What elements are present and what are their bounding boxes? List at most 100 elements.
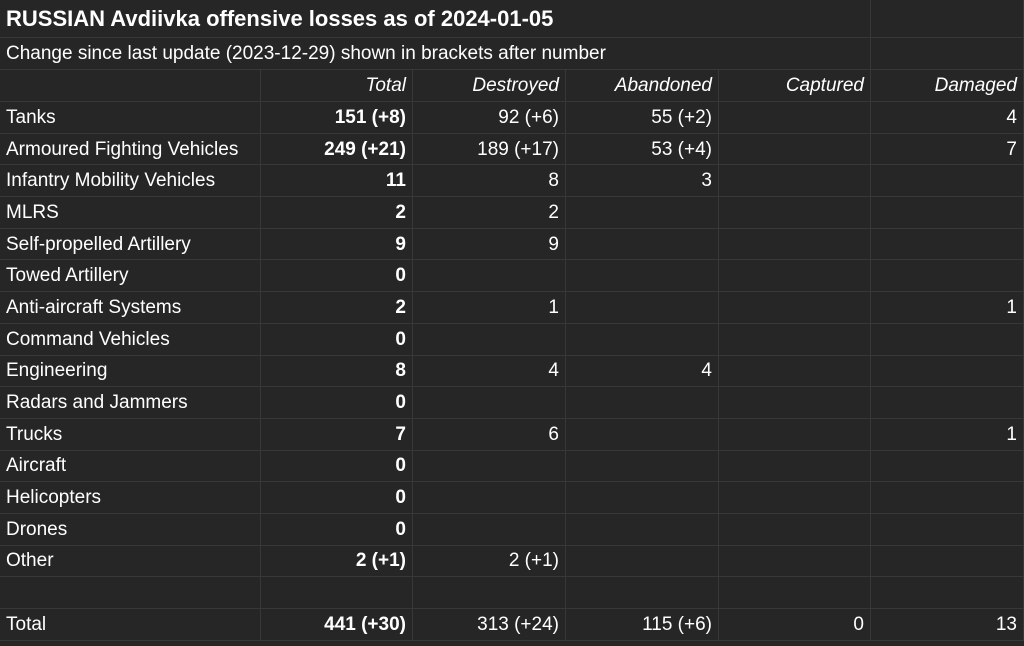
damaged-cell[interactable]	[871, 482, 1024, 514]
abandoned-cell[interactable]	[566, 197, 719, 229]
destroyed-cell[interactable]: 1	[413, 292, 566, 324]
destroyed-cell[interactable]	[413, 482, 566, 514]
abandoned-cell[interactable]	[566, 260, 719, 293]
total-row-abandoned-cell[interactable]: 115 (+6)	[566, 609, 719, 642]
category-cell[interactable]: Command Vehicles	[0, 323, 261, 356]
abandoned-cell[interactable]	[566, 228, 719, 261]
destroyed-cell[interactable]: 92 (+6)	[413, 102, 566, 134]
category-cell[interactable]: Drones	[0, 513, 261, 546]
damaged-cell[interactable]: 1	[871, 292, 1024, 324]
category-cell[interactable]: Anti-aircraft Systems	[0, 292, 261, 324]
category-cell[interactable]: Aircraft	[0, 450, 261, 483]
destroyed-cell[interactable]	[413, 513, 566, 546]
damaged-cell[interactable]	[871, 450, 1024, 483]
captured-cell[interactable]	[719, 260, 871, 293]
empty-cell[interactable]	[719, 577, 871, 610]
destroyed-cell[interactable]	[413, 260, 566, 293]
total-cell[interactable]: 8	[261, 355, 413, 388]
total-row-category-cell[interactable]: Total	[0, 609, 261, 642]
total-row-total-cell[interactable]: 441 (+30)	[261, 609, 413, 642]
damaged-cell[interactable]: 7	[871, 133, 1024, 166]
captured-cell[interactable]	[719, 418, 871, 451]
damaged-cell[interactable]	[871, 228, 1024, 261]
total-cell[interactable]: 0	[261, 482, 413, 514]
total-cell[interactable]: 2 (+1)	[261, 545, 413, 578]
captured-cell[interactable]	[719, 450, 871, 483]
abandoned-cell[interactable]	[566, 545, 719, 578]
total-row-captured-cell[interactable]: 0	[719, 609, 871, 642]
damaged-cell[interactable]	[871, 513, 1024, 546]
empty-cell[interactable]	[0, 577, 261, 610]
empty-cell[interactable]	[413, 577, 566, 610]
captured-cell[interactable]	[719, 545, 871, 578]
category-cell[interactable]: Armoured Fighting Vehicles	[0, 133, 261, 166]
captured-cell[interactable]	[719, 292, 871, 324]
captured-cell[interactable]	[719, 133, 871, 166]
empty-cell[interactable]	[566, 577, 719, 610]
header-total[interactable]: Total	[261, 70, 413, 102]
header-abandoned[interactable]: Abandoned	[566, 70, 719, 102]
damaged-cell[interactable]	[871, 323, 1024, 356]
destroyed-cell[interactable]	[413, 450, 566, 483]
total-cell[interactable]: 2	[261, 292, 413, 324]
captured-cell[interactable]	[719, 165, 871, 198]
captured-cell[interactable]	[719, 197, 871, 229]
total-row-damaged-cell[interactable]: 13	[871, 609, 1024, 642]
header-damaged[interactable]: Damaged	[871, 70, 1024, 102]
header-destroyed[interactable]: Destroyed	[413, 70, 566, 102]
total-cell[interactable]: 249 (+21)	[261, 133, 413, 166]
abandoned-cell[interactable]: 3	[566, 165, 719, 198]
total-cell[interactable]: 151 (+8)	[261, 102, 413, 134]
captured-cell[interactable]	[719, 102, 871, 134]
total-cell[interactable]: 0	[261, 260, 413, 293]
category-cell[interactable]: Radars and Jammers	[0, 387, 261, 419]
empty-cell[interactable]	[871, 577, 1024, 610]
category-cell[interactable]: Tanks	[0, 102, 261, 134]
category-cell[interactable]: Engineering	[0, 355, 261, 388]
empty-cell[interactable]	[261, 577, 413, 610]
damaged-cell[interactable]: 1	[871, 418, 1024, 451]
sheet-title[interactable]: RUSSIAN Avdiivka offensive losses as of …	[0, 0, 719, 38]
sheet-subtitle[interactable]: Change since last update (2023-12-29) sh…	[0, 38, 719, 70]
abandoned-cell[interactable]	[566, 418, 719, 451]
abandoned-cell[interactable]: 53 (+4)	[566, 133, 719, 166]
header-category[interactable]	[0, 70, 261, 102]
abandoned-cell[interactable]	[566, 450, 719, 483]
damaged-cell[interactable]	[871, 355, 1024, 388]
empty-cell[interactable]	[719, 38, 871, 70]
destroyed-cell[interactable]: 189 (+17)	[413, 133, 566, 166]
category-cell[interactable]: Self-propelled Artillery	[0, 228, 261, 261]
empty-cell[interactable]	[719, 0, 871, 38]
category-cell[interactable]: Towed Artillery	[0, 260, 261, 293]
category-cell[interactable]: Other	[0, 545, 261, 578]
abandoned-cell[interactable]	[566, 513, 719, 546]
damaged-cell[interactable]: 4	[871, 102, 1024, 134]
total-cell[interactable]: 0	[261, 513, 413, 546]
destroyed-cell[interactable]: 9	[413, 228, 566, 261]
abandoned-cell[interactable]	[566, 292, 719, 324]
destroyed-cell[interactable]: 4	[413, 355, 566, 388]
destroyed-cell[interactable]	[413, 387, 566, 419]
total-cell[interactable]: 0	[261, 387, 413, 419]
damaged-cell[interactable]	[871, 260, 1024, 293]
damaged-cell[interactable]	[871, 545, 1024, 578]
destroyed-cell[interactable]	[413, 323, 566, 356]
total-cell[interactable]: 9	[261, 228, 413, 261]
damaged-cell[interactable]	[871, 197, 1024, 229]
total-cell[interactable]: 0	[261, 450, 413, 483]
abandoned-cell[interactable]	[566, 482, 719, 514]
destroyed-cell[interactable]: 2 (+1)	[413, 545, 566, 578]
empty-cell[interactable]	[871, 38, 1024, 70]
total-cell[interactable]: 7	[261, 418, 413, 451]
category-cell[interactable]: Infantry Mobility Vehicles	[0, 165, 261, 198]
category-cell[interactable]: Helicopters	[0, 482, 261, 514]
header-captured[interactable]: Captured	[719, 70, 871, 102]
damaged-cell[interactable]	[871, 165, 1024, 198]
destroyed-cell[interactable]: 8	[413, 165, 566, 198]
captured-cell[interactable]	[719, 387, 871, 419]
empty-cell[interactable]	[871, 0, 1024, 38]
captured-cell[interactable]	[719, 355, 871, 388]
total-cell[interactable]: 11	[261, 165, 413, 198]
total-cell[interactable]: 2	[261, 197, 413, 229]
captured-cell[interactable]	[719, 323, 871, 356]
